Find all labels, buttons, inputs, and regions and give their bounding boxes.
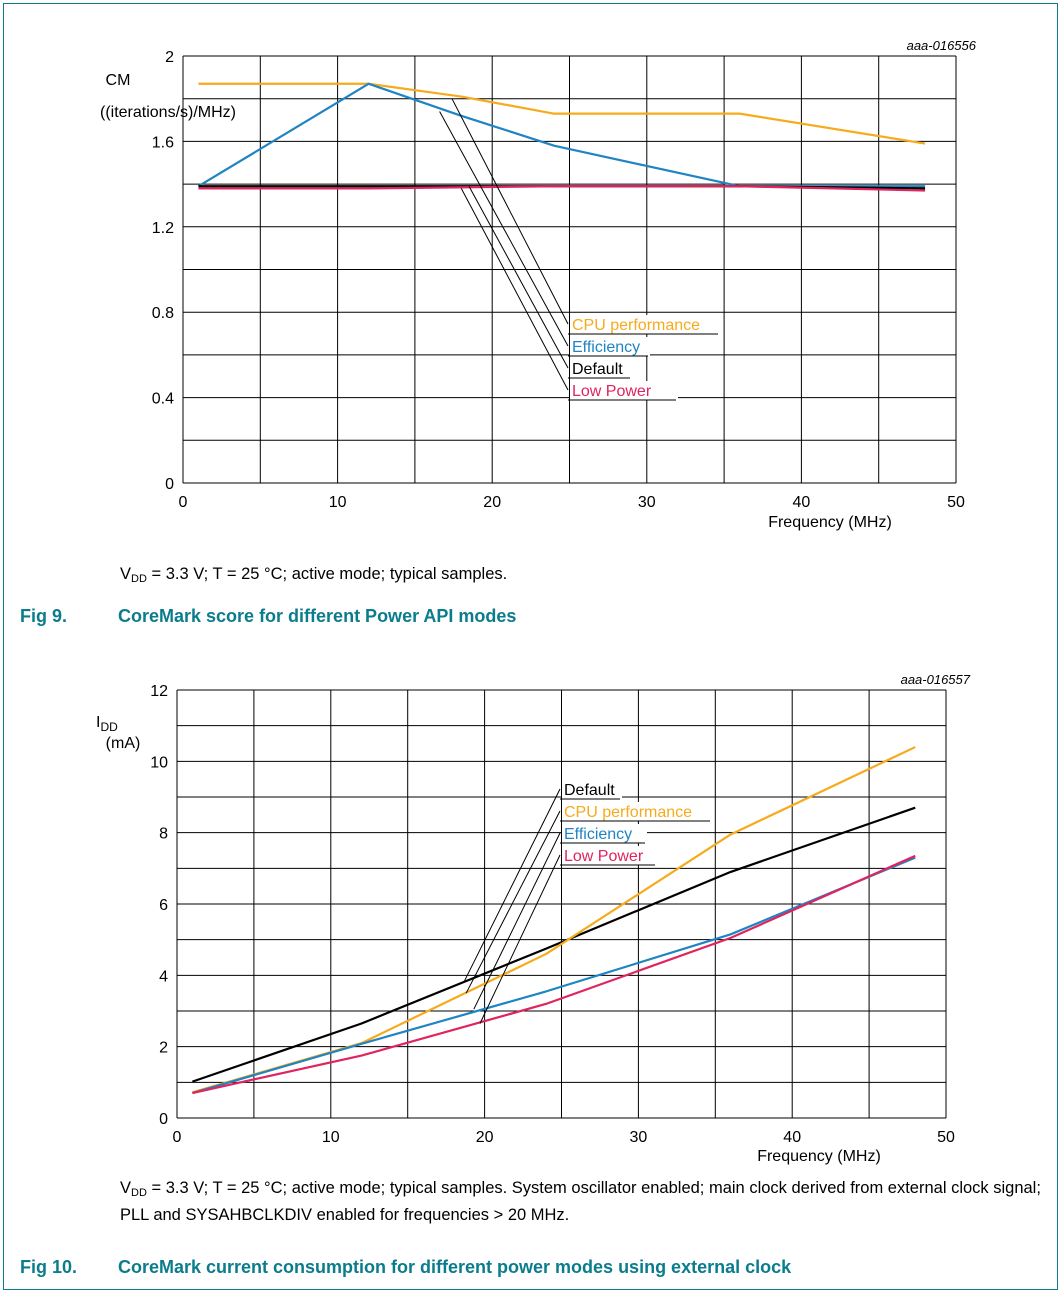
x-axis-label: Frequency (MHz)	[757, 1148, 881, 1165]
legend-label-background	[570, 337, 650, 356]
legend-label-efficiency: Efficiency	[564, 826, 632, 843]
legend-leader-line	[451, 98, 569, 325]
fig9-conditions: VDD = 3.3 V; T = 25 °C; active mode; typ…	[120, 565, 508, 585]
x-tick-label: 20	[476, 1129, 494, 1146]
series-line-low-power	[192, 854, 916, 1095]
figure-id-label: aaa-016557	[901, 672, 971, 687]
figure-frame	[3, 3, 1058, 1290]
y-tick-label: 0.8	[152, 305, 174, 322]
legend-leader-line	[468, 185, 569, 369]
series-line-cpu-performance	[198, 82, 926, 145]
x-axis-label: Frequency (MHz)	[768, 514, 892, 531]
series-line-cpu-performance	[192, 746, 916, 1094]
series-line-default	[192, 806, 916, 1083]
legend-label-background	[562, 824, 647, 843]
coremark-score-chart: 0 10 20 30 40 50 0 0.4 0.8 1.2 1.6 2 Frequency (MHz)…	[100, 38, 977, 531]
figure-id-label: aaa-016556	[907, 38, 977, 53]
legend-leader-line	[464, 788, 561, 981]
y-tick-label: 4	[159, 968, 168, 985]
x-tick-label: 30	[630, 1129, 648, 1146]
legend-label-background	[562, 780, 622, 799]
y-tick-label: 6	[159, 897, 168, 914]
y-tick-label: 12	[150, 683, 168, 700]
y-tick-label: 0.4	[152, 391, 174, 408]
fig10-caption-title: CoreMark current consumption for differe…	[118, 1257, 792, 1277]
y-axis-label-line1: IDD	[96, 714, 118, 734]
legend-label-default: Default	[564, 782, 615, 799]
x-tick-label: 10	[322, 1129, 340, 1146]
fig10-conditions: VDD = 3.3 V; T = 25 °C; active mode; typ…	[120, 1179, 1041, 1224]
legend-leader-line	[465, 810, 561, 994]
x-tick-label: 50	[947, 494, 965, 511]
x-tick-label: 40	[783, 1129, 801, 1146]
y-tick-label: 10	[150, 754, 168, 771]
y-tick-label: 0	[165, 476, 174, 493]
y-tick-label: 1.2	[152, 220, 174, 237]
series-line-low-power	[198, 185, 926, 192]
legend-label-cpu-performance: CPU performance	[572, 317, 700, 334]
legend-label-cpu-performance: CPU performance	[564, 804, 692, 821]
x-tick-label: 50	[937, 1129, 955, 1146]
fig10-caption: Fig 10. CoreMark current consumption for …	[20, 1257, 791, 1278]
legend-label-background	[562, 846, 657, 865]
legend-label-low-power: Low Power	[564, 848, 644, 865]
x-tick-label: 40	[793, 494, 811, 511]
x-tick-label: 0	[179, 494, 188, 511]
y-tick-label: 1.6	[152, 134, 174, 151]
x-tick-label: 0	[173, 1129, 182, 1146]
legend-label-background	[562, 802, 712, 821]
fig9-caption: Fig 9. CoreMark score for different Power…	[20, 606, 516, 627]
y-tick-label: 0	[159, 1111, 168, 1128]
series-line-efficiency	[192, 856, 916, 1095]
legend-label-efficiency: Efficiency	[572, 339, 640, 356]
x-tick-label: 10	[329, 494, 347, 511]
legend-leader-line	[473, 832, 561, 1010]
legend-leader-line	[479, 854, 561, 1024]
legend-label-low-power: Low Power	[572, 383, 652, 400]
legend-leader-line	[460, 188, 569, 391]
x-tick-label: 20	[483, 494, 501, 511]
y-axis-label-line1: CM	[106, 72, 131, 89]
fig9-caption-title: CoreMark score for different Power API m…	[118, 606, 517, 626]
fig10-caption-number: Fig 10.	[20, 1257, 78, 1277]
y-tick-label: 8	[159, 826, 168, 843]
legend-label-background	[570, 381, 678, 400]
y-axis-label-line2: (mA)	[106, 735, 141, 752]
coremark-current-chart: 0 10 20 30 40 50 0 2 4 6 8 10 12 Frequency (MHz) IDD(m…	[96, 672, 971, 1165]
y-tick-label: 2	[159, 1040, 168, 1057]
legend-label-default: Default	[572, 361, 623, 378]
legend-label-background	[570, 359, 632, 378]
legend-label-background	[570, 315, 720, 334]
y-axis-label-line2: ((iterations/s)/MHz)	[100, 104, 236, 121]
fig9-caption-number: Fig 9.	[20, 606, 68, 626]
x-tick-label: 30	[638, 494, 656, 511]
legend-leader-line	[439, 111, 569, 347]
y-tick-label: 2	[165, 49, 174, 66]
